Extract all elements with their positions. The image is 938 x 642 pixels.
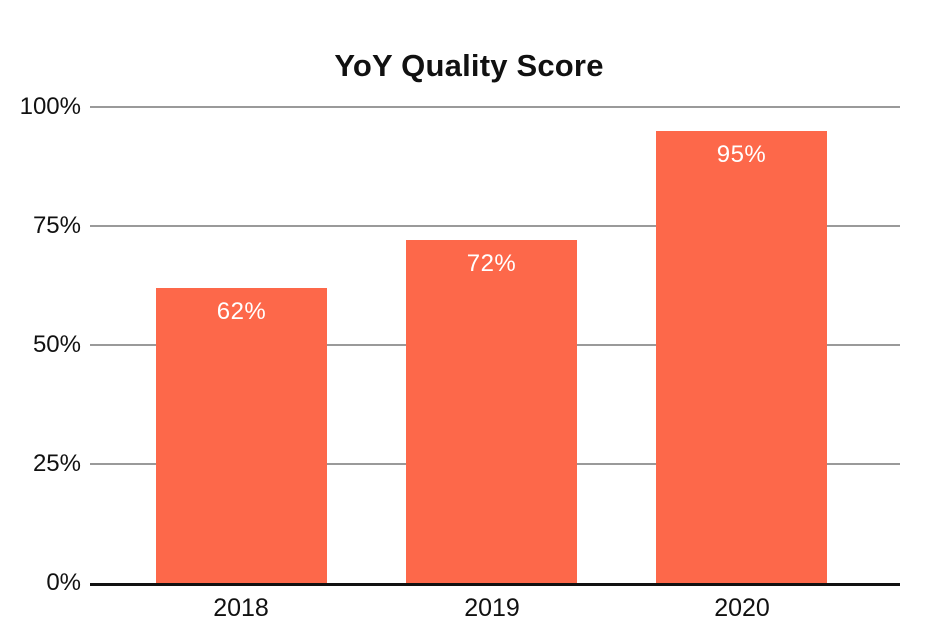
- gridline-75: [90, 225, 900, 227]
- bar-2020: 95%: [656, 131, 827, 583]
- y-tick-label-75: 75%: [32, 212, 81, 239]
- x-tick-label-2019: 2019: [464, 594, 520, 622]
- x-tick-label-2018: 2018: [213, 594, 269, 622]
- gridline-100: [90, 106, 900, 108]
- chart-title: YoY Quality Score: [334, 48, 604, 83]
- x-axis-line: [90, 583, 900, 586]
- y-tick-label-50: 50%: [32, 331, 81, 358]
- y-tick-label-0: 0%: [46, 569, 81, 596]
- y-tick-label-25: 25%: [32, 450, 81, 477]
- bar-value-label-2020: 95%: [716, 141, 767, 168]
- bar-value-label-2018: 62%: [216, 298, 267, 325]
- y-tick-label-100: 100%: [19, 93, 81, 120]
- x-tick-label-2020: 2020: [714, 594, 770, 622]
- bar-value-label-2019: 72%: [466, 250, 517, 277]
- bar-2018: 62%: [156, 288, 327, 583]
- bar-2019: 72%: [406, 240, 577, 583]
